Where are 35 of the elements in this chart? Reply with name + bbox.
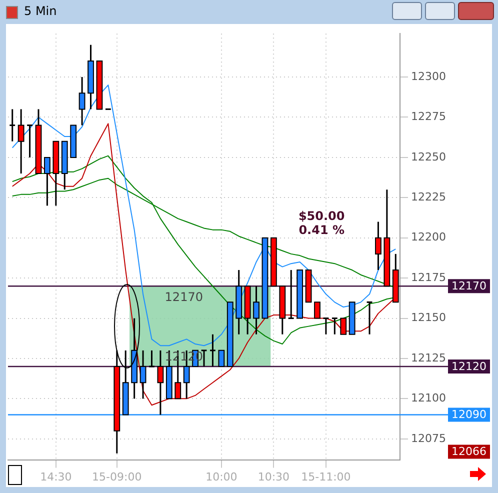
candlestick [331, 318, 338, 336]
ref-line-label: 12120 [452, 360, 486, 373]
chart-title: 5 Min [24, 4, 57, 18]
text: 12066 [452, 445, 486, 458]
x-tick-label: 15-11:00 [301, 470, 351, 484]
annotation: 12170 [164, 290, 203, 304]
ref-line-label: 12170 [452, 279, 486, 292]
x-tick-label: 14:30 [40, 470, 72, 484]
y-tick-label: 12225 [411, 190, 446, 204]
candlestick [340, 318, 347, 335]
x-tick-label: 15-09:00 [92, 470, 142, 484]
y-tick-label: 12275 [411, 110, 446, 124]
annotation: $50.00 [298, 208, 345, 223]
candlestick [200, 350, 208, 368]
candlestick [314, 302, 320, 319]
y-tick-label: 12150 [411, 311, 446, 324]
ref-line-label: 12090 [452, 408, 486, 422]
candlestick [322, 318, 330, 336]
y-tick-label: 12250 [411, 150, 446, 164]
candlestick [288, 269, 295, 320]
candlestick [366, 301, 373, 336]
y-tick-label: 12175 [411, 270, 446, 284]
x-tick-label: 10:00 [206, 470, 238, 484]
y-tick-label: 12125 [411, 351, 446, 364]
annotation: 0.41 % [298, 222, 345, 237]
candlestick [26, 124, 34, 158]
y-tick-label: 12300 [411, 70, 446, 83]
y-tick-label: 12100 [411, 392, 446, 405]
candlestick [8, 108, 16, 142]
x-tick-label: 10:30 [258, 470, 290, 484]
candlestick [209, 334, 216, 368]
candlestick [218, 350, 225, 368]
y-tick-label: 12200 [411, 230, 446, 244]
y-tick-label: 12075 [411, 432, 446, 445]
candlestick [148, 350, 156, 368]
